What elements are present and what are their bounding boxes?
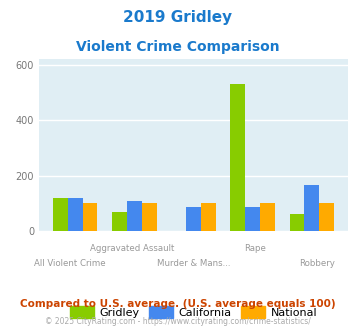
Bar: [186, 207, 201, 231]
Bar: [201, 203, 215, 231]
Bar: [53, 198, 68, 231]
Bar: [230, 84, 245, 231]
Text: Robbery: Robbery: [299, 259, 335, 268]
Text: Rape: Rape: [244, 244, 266, 253]
Bar: [290, 214, 304, 231]
Bar: [112, 212, 127, 231]
Text: Murder & Mans...: Murder & Mans...: [157, 259, 230, 268]
Legend: Gridley, California, National: Gridley, California, National: [65, 302, 322, 322]
Bar: [304, 184, 319, 231]
Bar: [260, 203, 275, 231]
Text: 2019 Gridley: 2019 Gridley: [123, 10, 232, 25]
Bar: [127, 201, 142, 231]
Bar: [68, 198, 83, 231]
Text: Aggravated Assault: Aggravated Assault: [89, 244, 174, 253]
Bar: [319, 203, 334, 231]
Text: All Violent Crime: All Violent Crime: [34, 259, 106, 268]
Text: Violent Crime Comparison: Violent Crime Comparison: [76, 40, 279, 53]
Bar: [245, 207, 260, 231]
Text: © 2025 CityRating.com - https://www.cityrating.com/crime-statistics/: © 2025 CityRating.com - https://www.city…: [45, 317, 310, 326]
Text: Compared to U.S. average. (U.S. average equals 100): Compared to U.S. average. (U.S. average …: [20, 299, 335, 309]
Bar: [83, 203, 97, 231]
Bar: [142, 203, 157, 231]
